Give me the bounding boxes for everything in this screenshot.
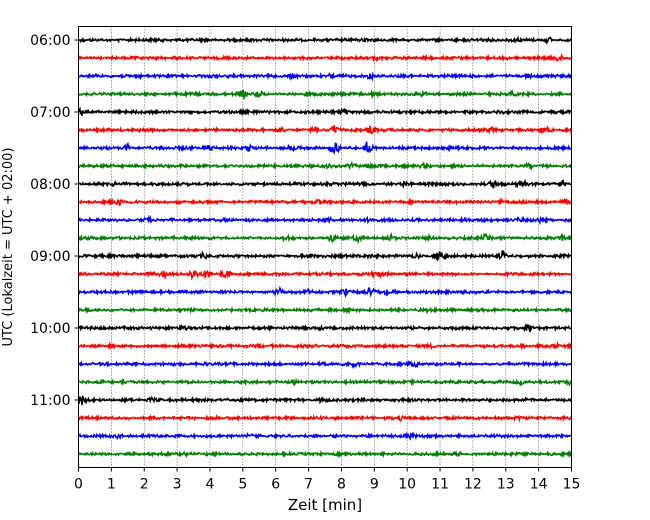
seismic-traces xyxy=(77,35,573,459)
x-tick-label: 14 xyxy=(530,477,548,493)
x-axis-label: Zeit [min] xyxy=(288,496,362,514)
x-tick-label: 13 xyxy=(497,477,515,493)
trace-0630 xyxy=(77,71,573,82)
trace-1115 xyxy=(77,414,573,423)
trace-0815 xyxy=(78,196,573,207)
trace-1030 xyxy=(78,359,573,370)
x-tick-label: 8 xyxy=(337,477,346,493)
y-tick-label: 08:00 xyxy=(30,177,70,193)
trace-0830 xyxy=(78,214,573,225)
y-axis-ticks: 06:00 07:00 08:00 09:00 10:00 11:00 xyxy=(30,33,79,409)
x-tick-label: 4 xyxy=(206,477,215,493)
trace-0700 xyxy=(77,106,572,117)
x-tick-label: 5 xyxy=(238,477,247,493)
x-tick-label: 12 xyxy=(464,477,482,493)
plot-area-frame xyxy=(78,26,572,468)
trace-0945 xyxy=(77,305,573,315)
trace-1015 xyxy=(77,340,572,351)
trace-1000 xyxy=(77,322,572,333)
x-tick-label: 1 xyxy=(107,477,116,493)
trace-0645 xyxy=(77,88,573,101)
x-tick-label: 7 xyxy=(304,477,313,493)
trace-0930 xyxy=(77,285,573,299)
y-tick-label: 06:00 xyxy=(30,33,70,49)
trace-1130 xyxy=(78,431,572,442)
trace-0845 xyxy=(77,232,573,245)
x-tick-label: 15 xyxy=(563,477,581,493)
trace-0800 xyxy=(78,178,573,190)
x-tick-label: 2 xyxy=(140,477,149,493)
trace-0715 xyxy=(77,124,573,135)
trace-1045 xyxy=(77,377,572,387)
trace-1100 xyxy=(78,395,572,406)
y-tick-label: 07:00 xyxy=(30,105,70,121)
trace-1145 xyxy=(77,449,573,459)
x-tick-label: 6 xyxy=(271,477,280,493)
x-tick-label: 10 xyxy=(398,477,416,493)
x-tick-label: 9 xyxy=(370,477,379,493)
trace-0600 xyxy=(78,35,573,45)
x-tick-label: 0 xyxy=(74,477,83,493)
trace-0900 xyxy=(77,249,572,262)
trace-0745 xyxy=(77,160,573,172)
x-axis-ticks: 0 1 2 3 4 5 6 7 8 9 10 11 12 13 14 15 xyxy=(74,467,581,493)
y-tick-label: 10:00 xyxy=(30,321,70,337)
trace-0915 xyxy=(77,269,573,281)
trace-0730 xyxy=(77,141,573,156)
trace-0615 xyxy=(77,53,573,63)
x-tick-label: 11 xyxy=(431,477,449,493)
x-tick-label: 3 xyxy=(173,477,182,493)
y-tick-label: 09:00 xyxy=(30,249,70,265)
y-axis-label: UTC (Lokalzeit = UTC + 02:00) xyxy=(1,148,16,347)
y-tick-label: 11:00 xyxy=(30,393,70,409)
